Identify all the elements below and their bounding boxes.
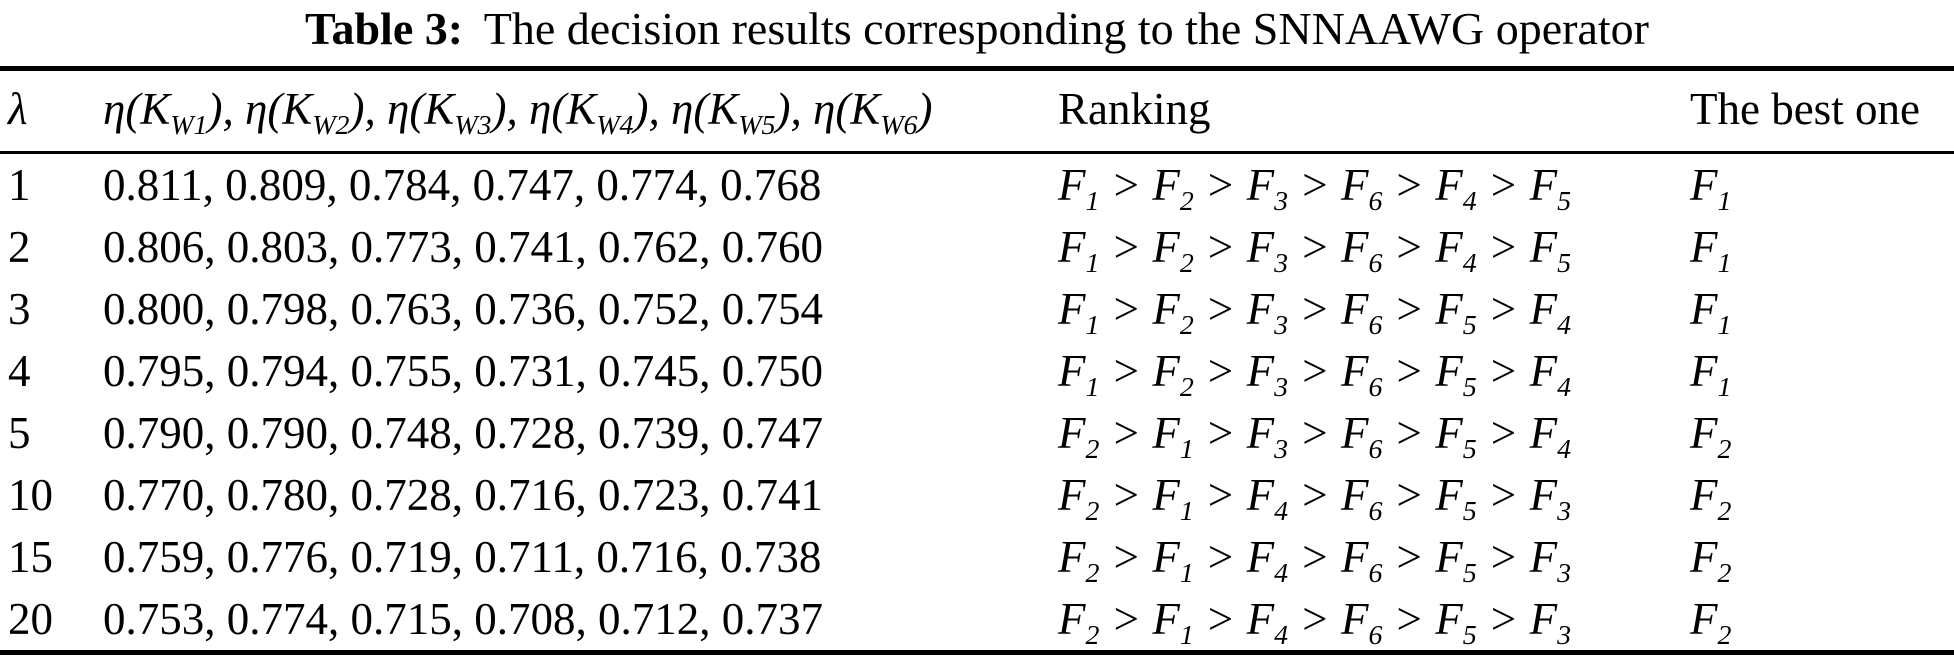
lambda-value: 10 <box>8 470 53 520</box>
table-row: 15 0.759, 0.776, 0.719, 0.711, 0.716, 0.7… <box>0 526 1954 588</box>
table-row: 4 0.795, 0.794, 0.755, 0.731, 0.745, 0.75… <box>0 340 1954 402</box>
col-header-ranking: Ranking <box>1050 68 1682 154</box>
eta-score-values: 0.759, 0.776, 0.719, 0.711, 0.716, 0.738 <box>103 532 822 582</box>
ranking-value: F1 > F2 > F3 > F6 > F4 > F5 <box>1058 222 1572 279</box>
lambda-value: 5 <box>8 408 31 458</box>
table-row: 5 0.790, 0.790, 0.748, 0.728, 0.739, 0.74… <box>0 402 1954 464</box>
lambda-value: 15 <box>8 532 53 582</box>
table-row: 3 0.800, 0.798, 0.763, 0.736, 0.752, 0.75… <box>0 278 1954 340</box>
table-header: λ η(KW1), η(KW2), η(KW3), η(KW4), η(KW5)… <box>0 68 1954 154</box>
table-row: 2 0.806, 0.803, 0.773, 0.741, 0.762, 0.76… <box>0 216 1954 278</box>
lambda-value: 4 <box>8 346 31 396</box>
table-caption-label: Table 3: <box>305 3 464 54</box>
best-one-value: F1 <box>1690 222 1732 279</box>
col-header-lambda: λ <box>0 68 95 154</box>
best-one-value: F1 <box>1690 284 1732 341</box>
table-row: 10 0.770, 0.780, 0.728, 0.716, 0.723, 0.7… <box>0 464 1954 526</box>
lambda-value: 2 <box>8 222 31 272</box>
eta-score-values: 0.795, 0.794, 0.755, 0.731, 0.745, 0.750 <box>103 346 823 396</box>
ranking-value: F1 > F2 > F3 > F6 > F5 > F4 <box>1058 284 1572 341</box>
ranking-value: F2 > F1 > F3 > F6 > F5 > F4 <box>1058 408 1572 465</box>
table-caption-text: The decision results corresponding to th… <box>483 3 1649 54</box>
ranking-value: F2 > F1 > F4 > F6 > F5 > F3 <box>1058 470 1572 527</box>
eta-score-values: 0.811, 0.809, 0.784, 0.747, 0.774, 0.768 <box>103 160 822 210</box>
best-one-value: F2 <box>1690 408 1732 465</box>
table-body: 1 0.811, 0.809, 0.784, 0.747, 0.774, 0.76… <box>0 153 1954 653</box>
col-header-eta-scores: η(KW1), η(KW2), η(KW3), η(KW4), η(KW5), … <box>95 68 1050 154</box>
ranking-value: F1 > F2 > F3 > F6 > F4 > F5 <box>1058 160 1572 217</box>
eta-score-values: 0.770, 0.780, 0.728, 0.716, 0.723, 0.741 <box>103 470 823 520</box>
ranking-value: F2 > F1 > F4 > F6 > F5 > F3 <box>1058 594 1572 651</box>
table-row: 1 0.811, 0.809, 0.784, 0.747, 0.774, 0.76… <box>0 153 1954 217</box>
lambda-value: 1 <box>8 160 31 210</box>
col-header-best-one: The best one <box>1682 68 1954 154</box>
eta-score-values: 0.806, 0.803, 0.773, 0.741, 0.762, 0.760 <box>103 222 823 272</box>
ranking-value: F2 > F1 > F4 > F6 > F5 > F3 <box>1058 532 1572 589</box>
decision-results-table: λ η(KW1), η(KW2), η(KW3), η(KW4), η(KW5)… <box>0 66 1954 655</box>
best-one-value: F1 <box>1690 346 1732 403</box>
best-one-value: F2 <box>1690 594 1732 651</box>
ranking-value: F1 > F2 > F3 > F6 > F5 > F4 <box>1058 346 1572 403</box>
best-one-value: F1 <box>1690 160 1732 217</box>
lambda-value: 20 <box>8 594 53 644</box>
eta-score-values: 0.753, 0.774, 0.715, 0.708, 0.712, 0.737 <box>103 594 823 644</box>
eta-score-values: 0.790, 0.790, 0.748, 0.728, 0.739, 0.747 <box>103 408 823 458</box>
header-row: λ η(KW1), η(KW2), η(KW3), η(KW4), η(KW5)… <box>0 68 1954 154</box>
table-caption: Table 3: The decision results correspondi… <box>0 0 1954 58</box>
lambda-value: 3 <box>8 284 31 334</box>
best-one-value: F2 <box>1690 470 1732 527</box>
best-one-value: F2 <box>1690 532 1732 589</box>
table-row: 20 0.753, 0.774, 0.715, 0.708, 0.712, 0.7… <box>0 588 1954 653</box>
eta-score-values: 0.800, 0.798, 0.763, 0.736, 0.752, 0.754 <box>103 284 823 334</box>
